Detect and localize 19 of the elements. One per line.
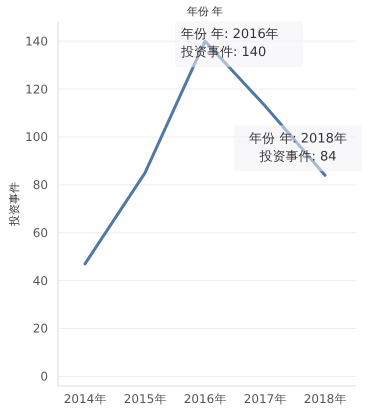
- x-tick-label: 2017年: [244, 392, 286, 406]
- y-axis-title: 投资事件: [8, 182, 21, 227]
- y-tick-label: 140: [25, 34, 48, 48]
- annotation: 投资事件: 84: [258, 149, 337, 164]
- x-tick-label: 2015年: [124, 392, 166, 406]
- x-tick-label: 2018年: [304, 392, 346, 406]
- y-tick-label: 80: [32, 178, 48, 192]
- y-tick-label: 120: [25, 82, 48, 96]
- annotation: 投资事件: 140: [180, 45, 266, 60]
- y-tick-label: 100: [25, 130, 48, 144]
- x-tick-label: 2016年: [184, 392, 226, 406]
- annotation: 年份 年: 2016年: [181, 27, 279, 42]
- y-tick-label: 40: [32, 274, 48, 288]
- chart-title: 年份 年: [186, 5, 224, 18]
- x-tick-label: 2014年: [64, 392, 106, 406]
- annotation: 年份 年: 2018年: [249, 131, 347, 146]
- y-tick-label: 20: [32, 322, 48, 336]
- y-tick-label: 60: [32, 226, 48, 240]
- y-tick-label: 0: [40, 370, 48, 384]
